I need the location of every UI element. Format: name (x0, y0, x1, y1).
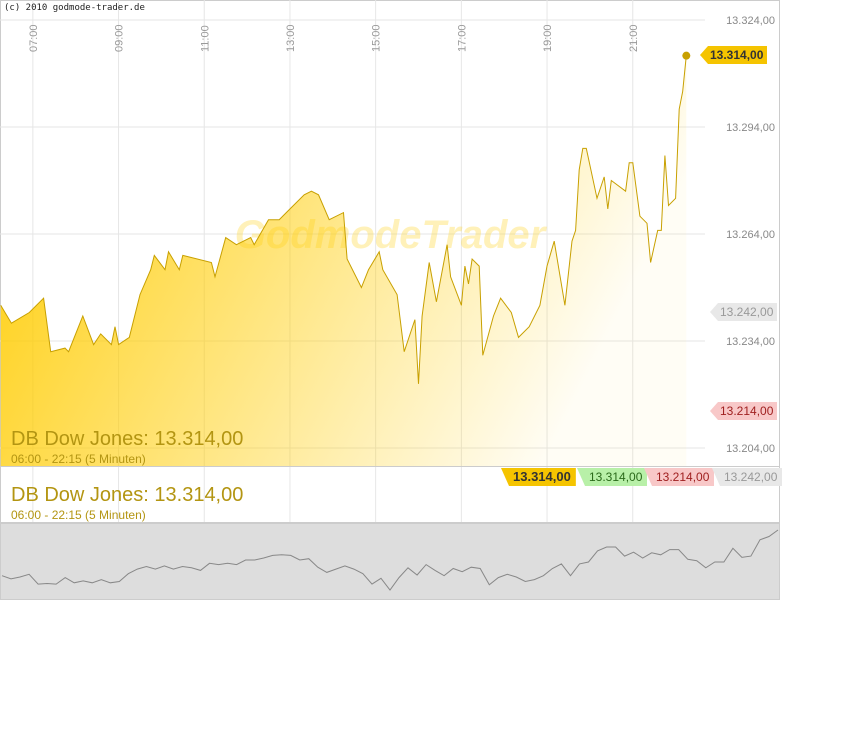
y-tick-label: 13.324,00 (726, 15, 775, 27)
price-line (0, 55, 687, 384)
x-tick-label: 09:00 (114, 24, 126, 52)
info-subtitle: 06:00 - 22:15 (5 Minuten) (11, 508, 146, 522)
open-value-box: 13.242,00 (712, 468, 783, 486)
x-tick-label: 21:00 (628, 24, 640, 52)
x-tick-label: 07:00 (28, 24, 40, 52)
y-tick-label: 13.204,00 (726, 443, 775, 455)
price-area (0, 55, 687, 466)
y-tick-label: 13.234,00 (726, 336, 775, 348)
high-value-box: 13.314,00 (577, 468, 648, 486)
low-value-box: 13.214,00 (644, 468, 715, 486)
x-tick-label: 11:00 (199, 25, 211, 52)
x-tick-label: 13:00 (285, 24, 297, 52)
chart-title: DB Dow Jones: 13.314,00 (11, 428, 244, 450)
overview-line (1, 529, 779, 591)
x-tick-label: 17:00 (456, 24, 468, 52)
x-tick-label: 19:00 (542, 24, 554, 52)
price-chart: GodmodeTrader 13.324,0013.294,0013.264,0… (0, 0, 780, 600)
y-tick-label: 13.294,00 (726, 122, 775, 134)
open-price-tag: 13.242,00 (710, 303, 778, 321)
chart-subtitle: 06:00 - 22:15 (5 Minuten) (11, 452, 146, 466)
last-price-marker (682, 51, 691, 60)
info-title: DB Dow Jones: 13.314,00 (11, 484, 244, 506)
x-tick-label: 15:00 (371, 24, 383, 52)
low-price-tag: 13.214,00 (710, 402, 778, 420)
copyright: (c) 2010 godmode-trader.de (4, 3, 145, 13)
y-tick-label: 13.264,00 (726, 229, 775, 241)
overview-navigator[interactable] (0, 523, 780, 600)
chart-widget: GodmodeTrader 13.324,00 13.294,00 13.264,0… (0, 0, 783, 600)
last-price-tag: 13.314,00 (700, 46, 768, 64)
last-value-box: 13.314,00 (501, 468, 576, 486)
